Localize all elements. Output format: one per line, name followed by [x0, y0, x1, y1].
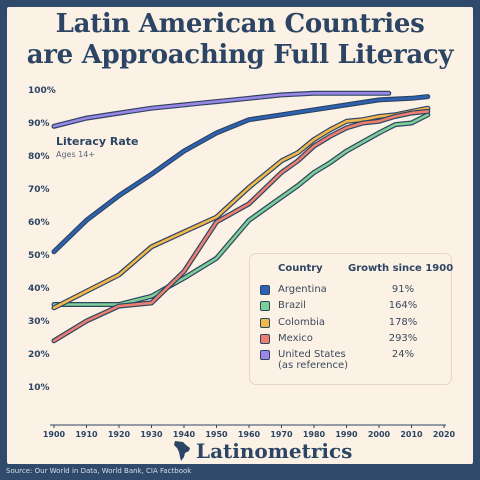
- x-tick-label: 1910: [75, 430, 98, 439]
- y-tick-label: 40%: [28, 284, 50, 294]
- brand-logo: Latinometrics: [172, 439, 352, 463]
- legend-growth-united-states: 24%: [391, 349, 415, 360]
- y-axis-label: Literacy Rate: [56, 135, 138, 148]
- x-tick-label: 1940: [173, 430, 196, 439]
- legend-swatch-united-states: [260, 350, 270, 360]
- title-line-1: Latin American Countries: [55, 9, 425, 39]
- legend-name-argentina: Argentina: [278, 284, 327, 295]
- x-tick-label: 1970: [270, 430, 293, 439]
- legend-swatch-brazil: [260, 301, 270, 311]
- x-tick-label: 1930: [140, 430, 163, 439]
- legend-growth-brazil: 164%: [388, 300, 418, 311]
- x-tick-label: 1950: [205, 430, 228, 439]
- legend-row-united-states: United States (as reference) 24%: [260, 349, 440, 375]
- series-line-argentina: [52, 95, 430, 253]
- y-tick-label: 30%: [28, 317, 50, 327]
- title-line-2: are Approaching Full Literacy: [26, 40, 454, 70]
- x-tick-label: 1920: [108, 430, 131, 439]
- legend-swatch-colombia: [260, 318, 270, 328]
- y-tick-label: 90%: [28, 119, 50, 129]
- y-tick-label: 70%: [28, 185, 50, 195]
- series-outline-united-states: [51, 90, 392, 129]
- series-line-colombia: [52, 106, 430, 310]
- legend-row-mexico: Mexico 293%: [260, 333, 440, 346]
- series-line-brazil: [52, 113, 430, 306]
- x-tick-label: 2010: [400, 430, 423, 439]
- x-tick-label: 2020: [433, 430, 456, 439]
- legend-swatch-mexico: [260, 334, 270, 344]
- legend-name-colombia: Colombia: [278, 317, 325, 328]
- legend-growth-colombia: 178%: [388, 317, 418, 328]
- legend-name-united-states: United States (as reference): [278, 349, 348, 371]
- y-tick-label: 100%: [28, 86, 56, 96]
- x-tick-label: 1980: [303, 430, 326, 439]
- legend-swatch-argentina: [260, 285, 270, 295]
- brand-name: Latinometrics: [196, 439, 353, 463]
- series-line-united-states: [52, 92, 391, 128]
- legend-name-mexico: Mexico: [278, 333, 313, 344]
- y-axis-sublabel: Ages 14+: [56, 150, 95, 159]
- y-tick-label: 10%: [28, 383, 50, 393]
- legend-name-brazil: Brazil: [278, 300, 306, 311]
- legend-row-colombia: Colombia 178%: [260, 317, 440, 330]
- legend-header-growth: Growth since 1900: [348, 263, 454, 274]
- x-tick-label: 1960: [238, 430, 261, 439]
- x-tick-label: 1990: [335, 430, 358, 439]
- legend-row-brazil: Brazil 164%: [260, 300, 440, 313]
- legend-box: [249, 253, 452, 385]
- chart-title: Latin American Countries are Approaching…: [7, 9, 473, 71]
- legend-growth-argentina: 91%: [391, 284, 415, 295]
- legend-name-united-states-line2: (as reference): [278, 360, 349, 371]
- legend-row-argentina: Argentina 91%: [260, 284, 440, 297]
- x-tick-label: 2000: [368, 430, 391, 439]
- y-tick-label: 60%: [28, 218, 50, 228]
- y-tick-label: 50%: [28, 251, 50, 261]
- y-tick-label: 80%: [28, 152, 50, 162]
- latin-america-map-icon: [174, 441, 190, 461]
- y-tick-label: 20%: [28, 350, 50, 360]
- legend-header-country: Country: [278, 263, 323, 274]
- chart-panel: Latin American Countries are Approaching…: [7, 7, 473, 464]
- x-tick-label: 1900: [43, 430, 66, 439]
- series-line-mexico: [52, 110, 430, 343]
- legend-growth-mexico: 293%: [388, 333, 418, 344]
- legend-name-united-states-line1: United States: [278, 349, 346, 360]
- source-note: Source: Our World in Data, World Bank, C…: [6, 467, 192, 475]
